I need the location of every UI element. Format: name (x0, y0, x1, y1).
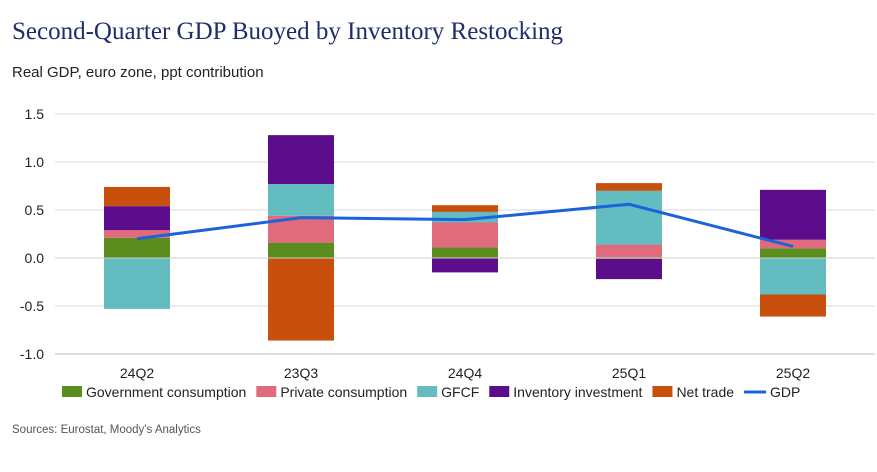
bar-segment (760, 258, 826, 295)
legend-label: GDP (770, 384, 800, 400)
bar-segment (268, 258, 334, 341)
y-tick-label: -0.5 (20, 298, 44, 314)
y-tick-label: 0.0 (25, 250, 45, 266)
legend-label: Private consumption (280, 384, 407, 400)
bar-segment (596, 183, 662, 191)
legend-label: GFCF (441, 384, 479, 400)
bar-segment (104, 206, 170, 231)
x-tick-label: 24Q2 (120, 365, 154, 381)
bar-segment (104, 230, 170, 238)
bar-segment (432, 247, 498, 258)
bar-segment (432, 205, 498, 212)
y-tick-label: 0.5 (25, 202, 45, 218)
x-tick-label: 23Q3 (284, 365, 318, 381)
bar-segment (268, 242, 334, 258)
chart-subtitle: Real GDP, euro zone, ppt contribution (12, 64, 264, 81)
bar-segment (596, 244, 662, 258)
legend-swatch (652, 386, 673, 397)
legend-label: Inventory investment (513, 384, 642, 400)
bar-segment (268, 184, 334, 216)
bar-segment (432, 222, 498, 248)
bar-segment (432, 258, 498, 273)
gdp-line (136, 202, 794, 248)
bar-segment (596, 190, 662, 245)
legend-swatch (489, 386, 510, 397)
bar-segment (760, 239, 826, 249)
source-note: Sources: Eurostat, Moody's Analytics (12, 424, 201, 436)
bar-segment (760, 248, 826, 258)
bar-segment (760, 294, 826, 317)
legend-label: Government consumption (86, 384, 246, 400)
bar-segment (432, 211, 498, 223)
bar-segment (268, 135, 334, 185)
chart-title: Second-Quarter GDP Buoyed by Inventory R… (12, 18, 564, 45)
stacked-bar-chart: 1.5 1.0 0.5 0.0 -0.5 -1.0 24Q2 23Q3 24Q4 25Q1 25Q2… (20, 106, 875, 400)
bar-segment (104, 258, 170, 309)
legend-swatch (256, 386, 277, 397)
bar-segment (596, 258, 662, 280)
bar-segment (760, 189, 826, 240)
bar-segment (104, 186, 170, 207)
x-tick-label: 25Q2 (776, 365, 810, 381)
x-tick-label: 25Q1 (612, 365, 646, 381)
y-tick-label: 1.5 (25, 106, 45, 122)
legend-label: Net trade (676, 384, 734, 400)
x-tick-label: 24Q4 (448, 365, 482, 381)
y-tick-label: -1.0 (20, 346, 44, 362)
legend-swatch (62, 386, 82, 397)
bar-segment (104, 237, 170, 258)
y-tick-label: 1.0 (25, 154, 45, 170)
legend-swatch (417, 386, 438, 397)
